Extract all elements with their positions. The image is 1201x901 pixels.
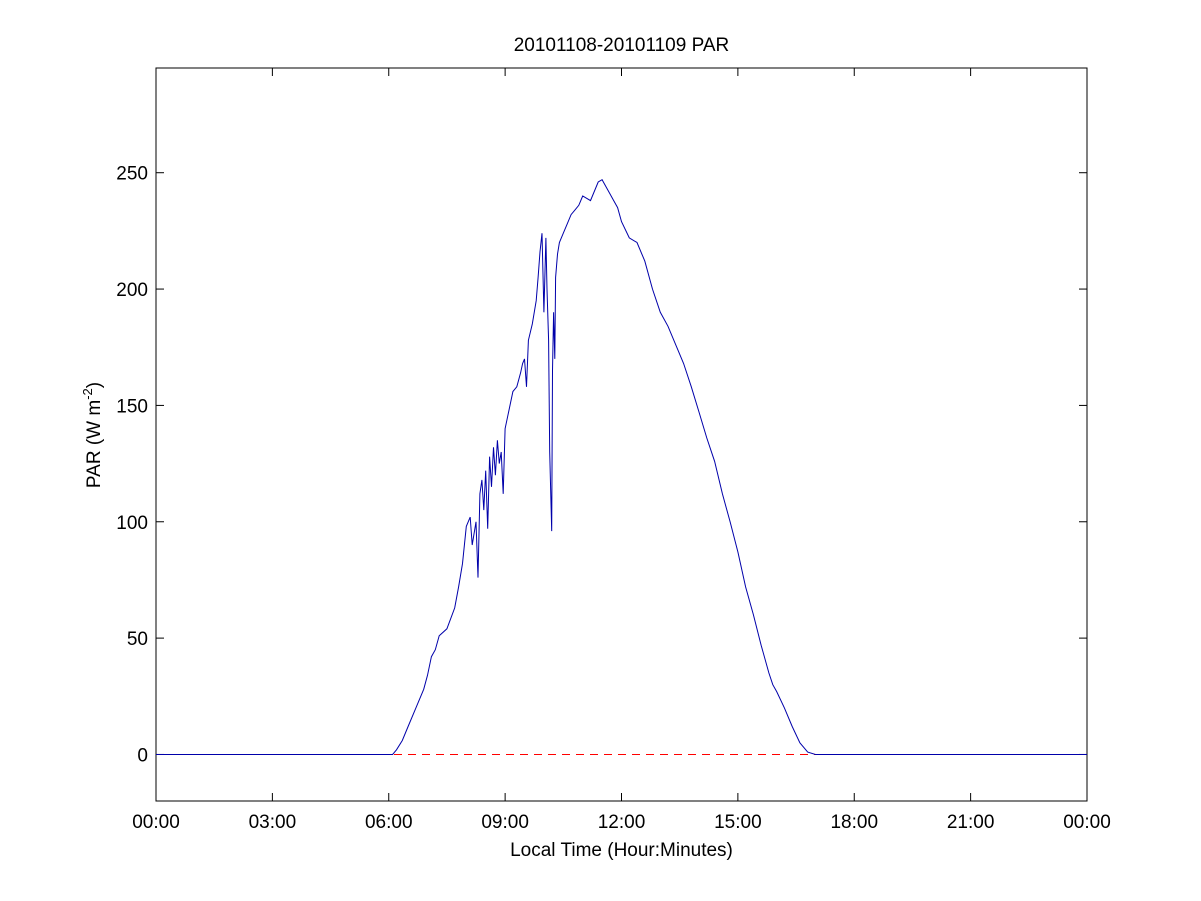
x-tick-label: 15:00 bbox=[714, 812, 762, 833]
x-tick-label: 03:00 bbox=[249, 812, 297, 833]
y-axis-label-superscript: -2 bbox=[80, 388, 95, 400]
y-tick-label: 100 bbox=[116, 513, 148, 534]
x-tick-label: 06:00 bbox=[365, 812, 413, 833]
y-tick-label: 0 bbox=[137, 745, 148, 766]
y-tick-label: 250 bbox=[116, 164, 148, 185]
x-tick-label: 09:00 bbox=[481, 812, 529, 833]
y-axis-label: PAR (W m-2) bbox=[80, 382, 105, 488]
y-tick-label: 200 bbox=[116, 280, 148, 301]
x-tick-label: 21:00 bbox=[947, 812, 995, 833]
chart-title: 20101108-20101109 PAR bbox=[514, 35, 730, 56]
x-tick-label: 00:00 bbox=[132, 812, 180, 833]
par-series-line bbox=[156, 179, 1087, 755]
axis-tick-labels: 00:00 03:00 06:00 09:00 12:00 15:00 18:00 21:00… bbox=[116, 164, 1110, 833]
y-tick-label: 150 bbox=[116, 396, 148, 417]
x-tick-label: 18:00 bbox=[830, 812, 878, 833]
y-axis-label-main: PAR (W m bbox=[84, 400, 105, 488]
x-tick-label: 00:00 bbox=[1063, 812, 1111, 833]
x-axis-label: Local Time (Hour:Minutes) bbox=[510, 840, 733, 861]
y-axis-label-end: ) bbox=[84, 382, 105, 388]
x-tick-label: 12:00 bbox=[598, 812, 646, 833]
y-tick-label: 50 bbox=[127, 629, 148, 650]
plot-area-frame bbox=[155, 67, 1088, 802]
